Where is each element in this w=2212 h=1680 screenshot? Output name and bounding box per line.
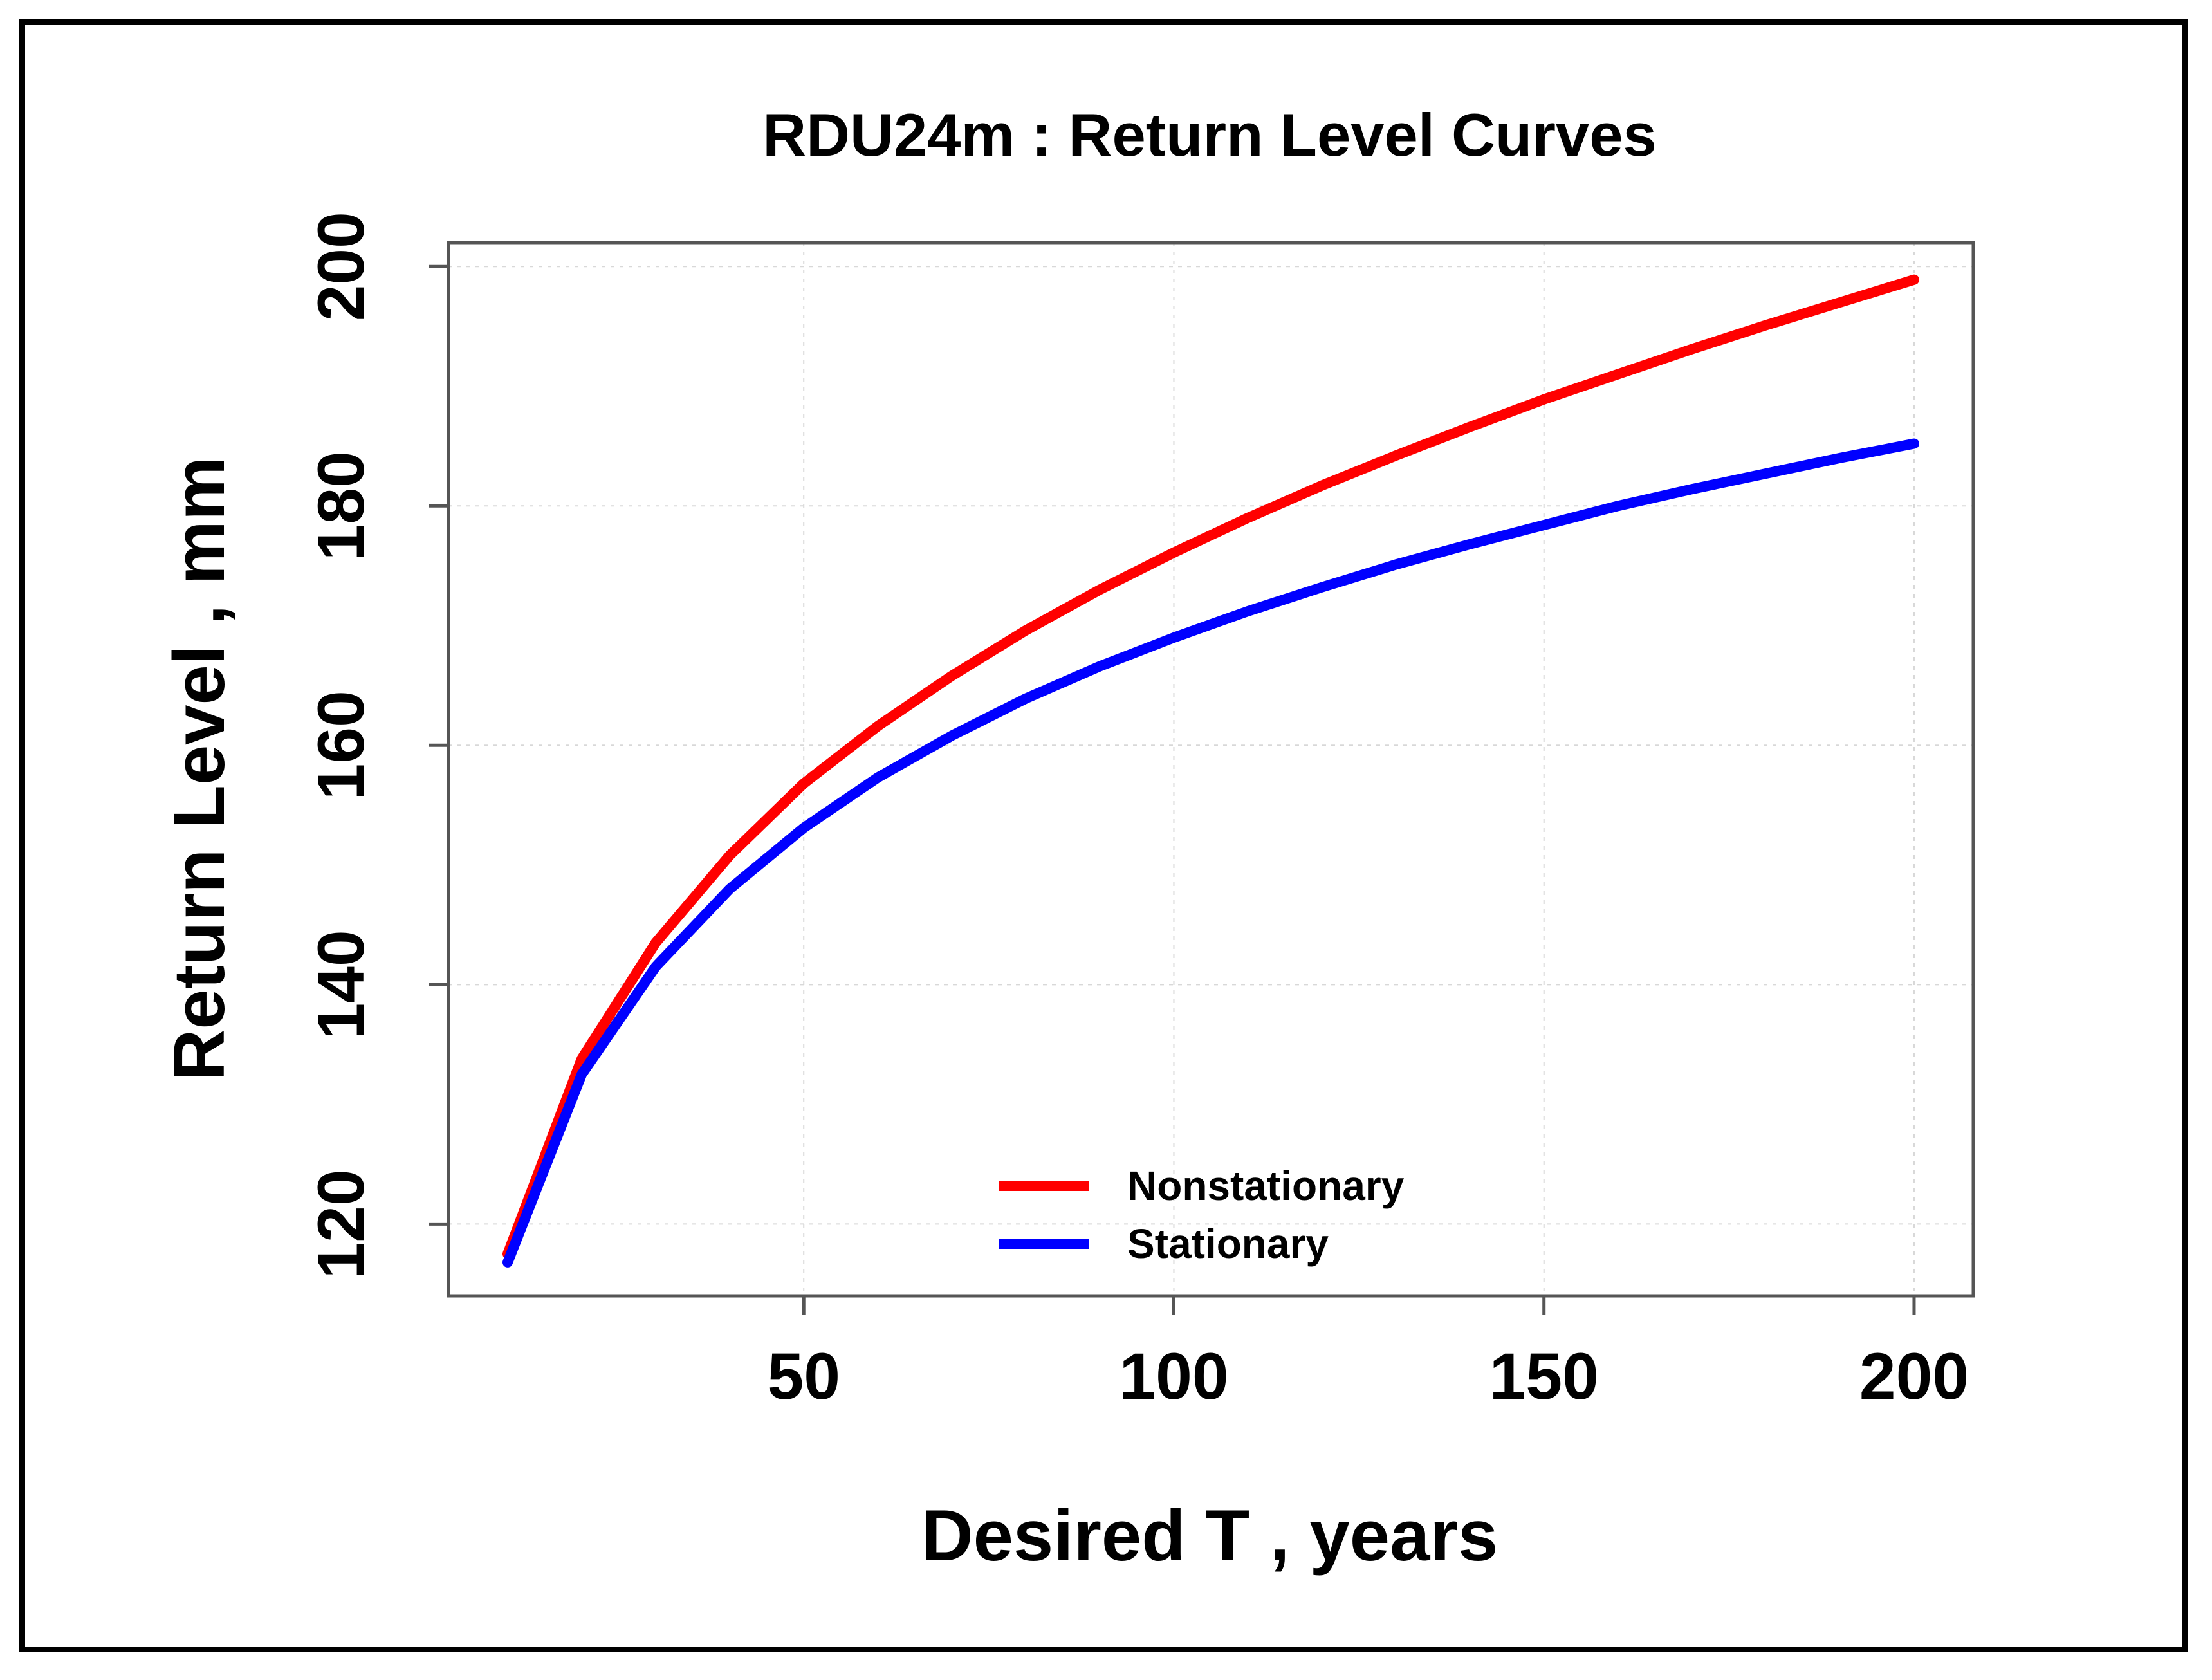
x-tick-label: 50 xyxy=(767,1340,840,1413)
axes: 50 100 150 200 120 140 160 180 200 xyxy=(304,212,1969,1413)
x-tick-label: 100 xyxy=(1119,1340,1228,1413)
legend: Nonstationary Stationary xyxy=(999,1163,1405,1267)
figure-frame xyxy=(19,19,2188,1652)
y-tick-label: 180 xyxy=(304,451,378,560)
plot-area xyxy=(447,241,1975,1298)
series xyxy=(502,274,1919,1268)
y-axis-title: Return Level , mm xyxy=(159,457,239,1082)
y-tick-label: 200 xyxy=(304,212,378,321)
x-tick-label: 150 xyxy=(1489,1340,1599,1413)
y-tick-label: 160 xyxy=(304,690,378,800)
series-line-stationary xyxy=(502,438,1919,1268)
x-axis-title: Desired T , years xyxy=(921,1495,1498,1576)
grid xyxy=(448,243,1973,1296)
legend-label-nonstationary: Nonstationary xyxy=(1127,1163,1405,1209)
x-tick-label: 200 xyxy=(1859,1340,1969,1413)
series-line-nonstationary xyxy=(502,274,1919,1259)
legend-label-stationary: Stationary xyxy=(1127,1221,1329,1267)
y-tick-label: 120 xyxy=(304,1169,378,1278)
y-tick-label: 140 xyxy=(304,930,378,1039)
chart-title: RDU24m : Return Level Curves xyxy=(762,101,1657,169)
